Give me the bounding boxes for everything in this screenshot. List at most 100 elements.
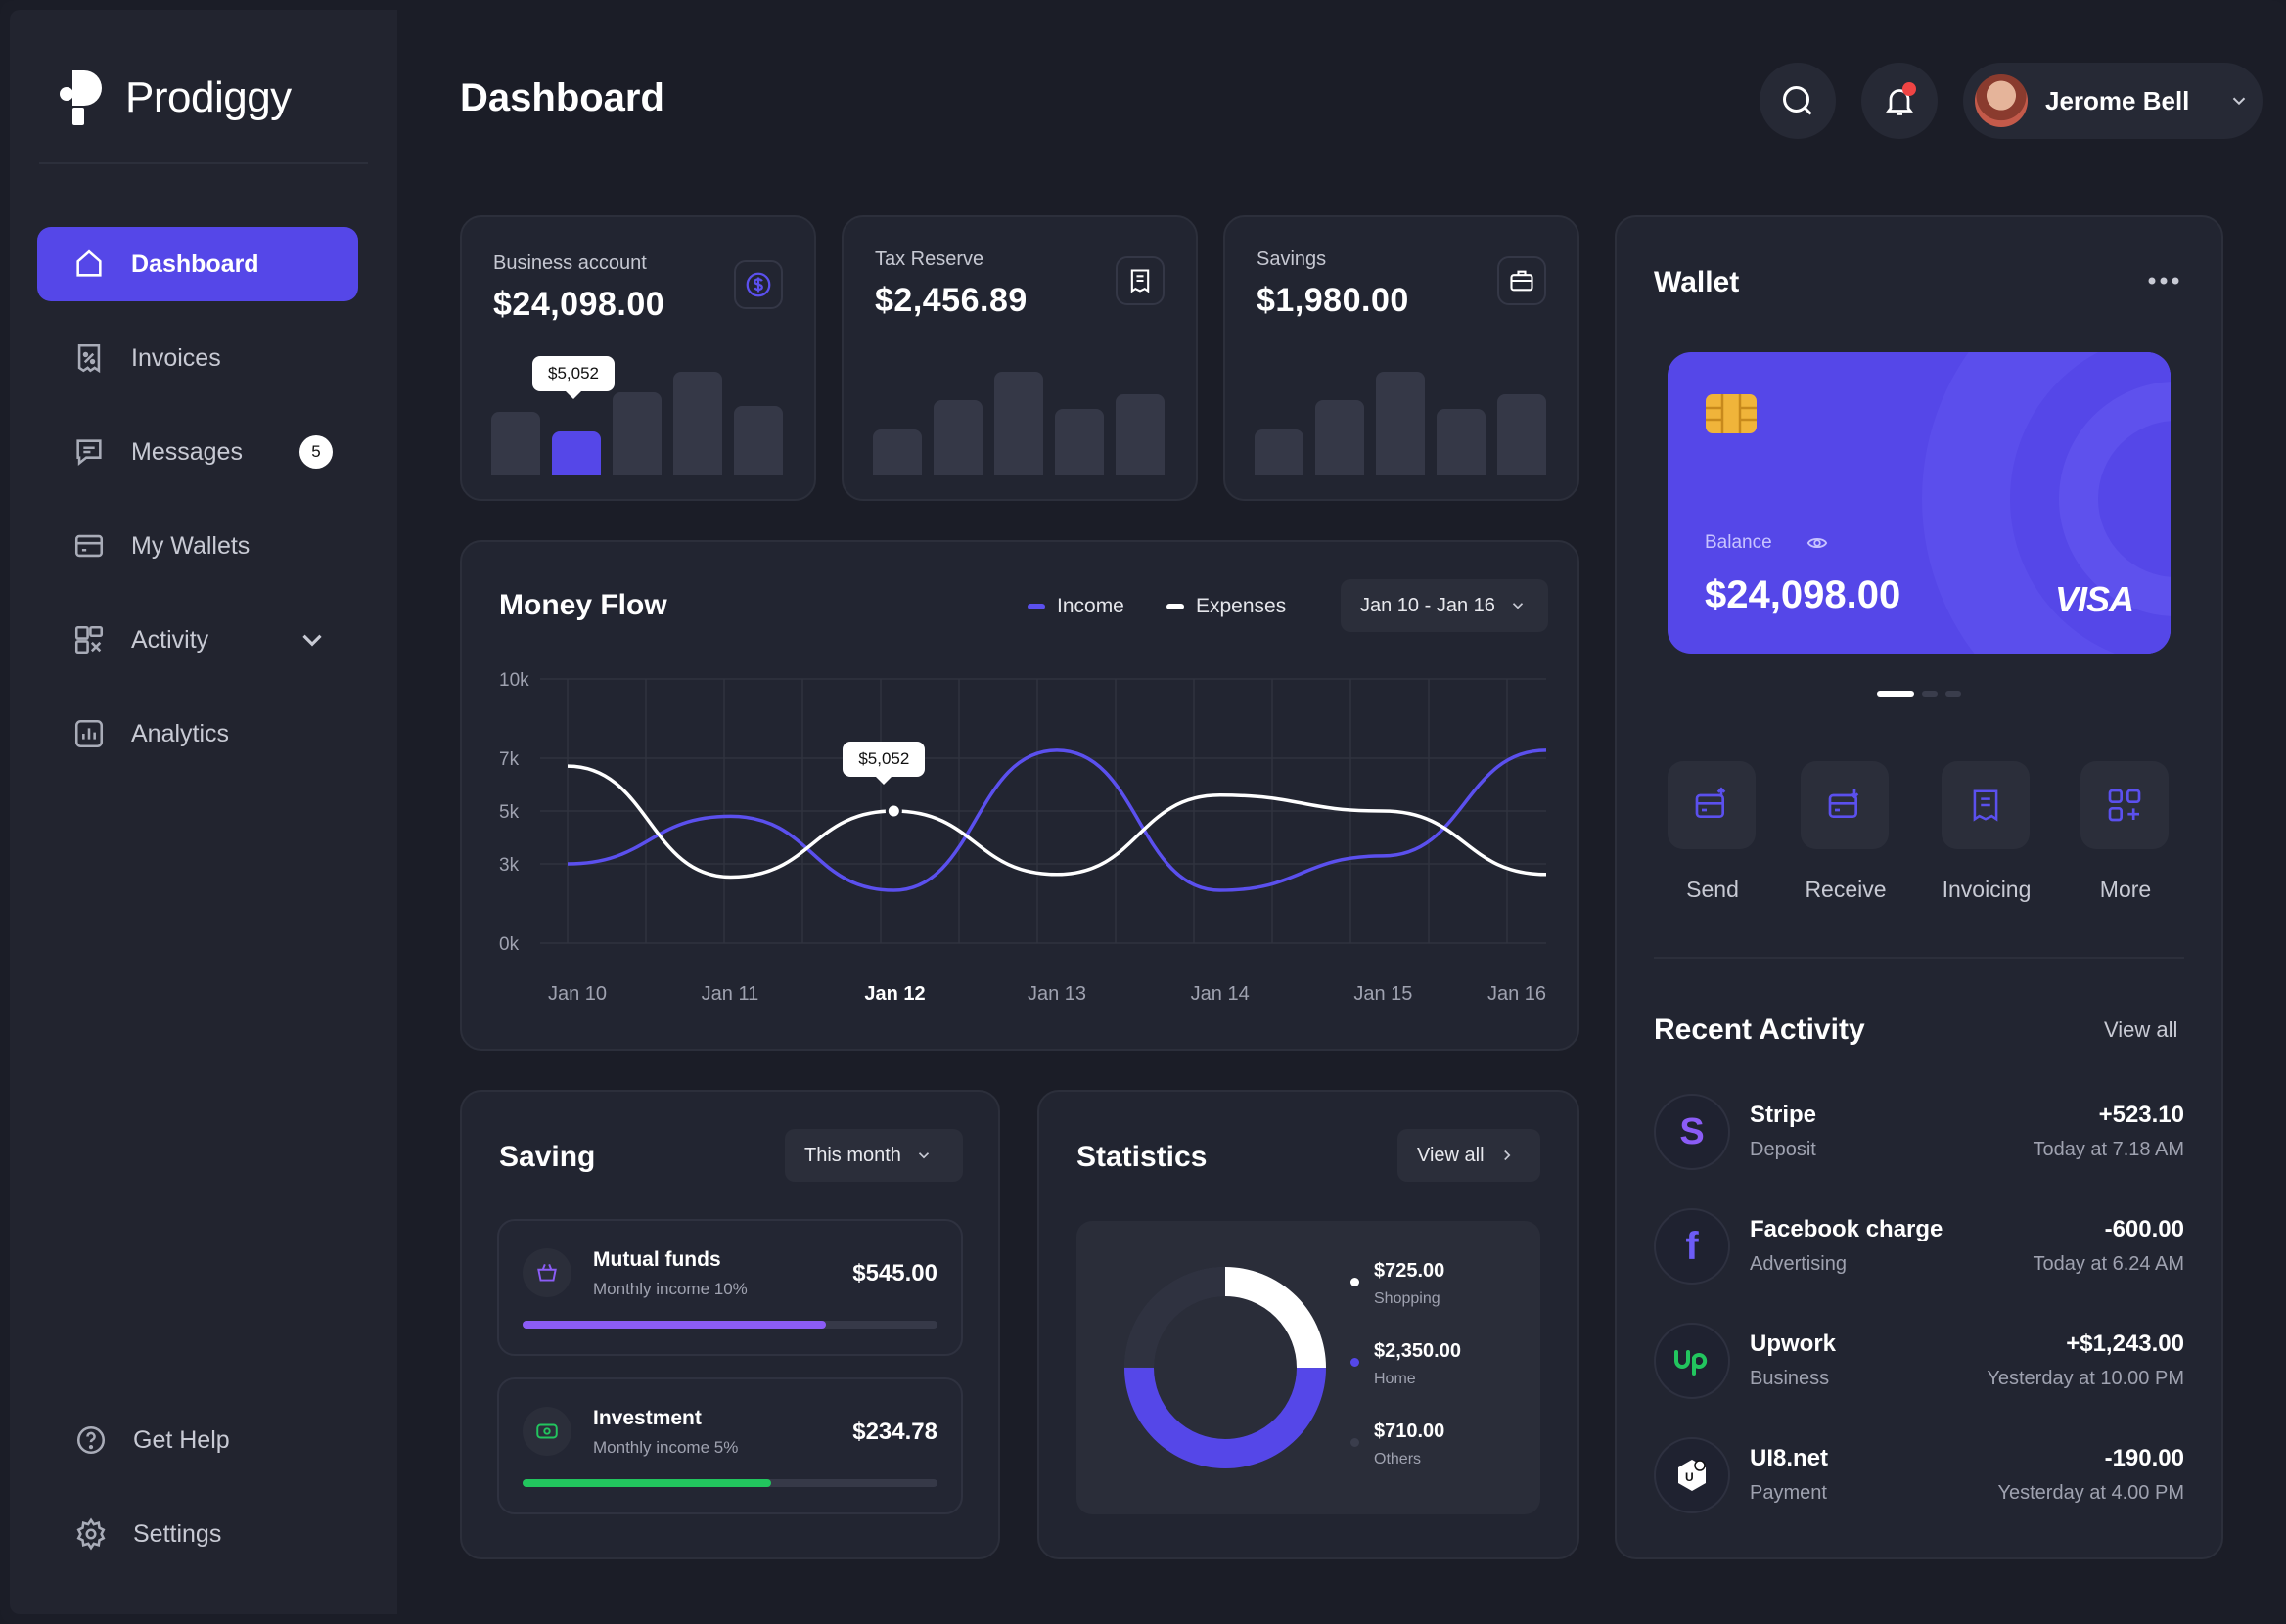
account-bar — [734, 406, 783, 475]
x-tick-label: Jan 15 — [1353, 983, 1412, 1005]
more-action[interactable] — [2080, 761, 2171, 849]
search-button[interactable] — [1760, 63, 1836, 139]
saving-sub: Monthly income 5% — [593, 1438, 739, 1457]
x-tick-label: Jan 11 — [702, 983, 759, 1005]
account-bar — [873, 429, 922, 475]
sidebar-item-my-wallets[interactable]: My Wallets — [37, 509, 358, 583]
action-label: Send — [1686, 877, 1739, 902]
home-icon — [76, 249, 102, 277]
period-dropdown[interactable]: This month — [785, 1129, 963, 1182]
activity-sub: Deposit — [1750, 1139, 1816, 1160]
statistics-view-all-button[interactable]: View all — [1397, 1129, 1540, 1182]
account-bar — [994, 372, 1043, 475]
pagination-dot[interactable] — [1922, 691, 1938, 697]
stat-label: Shopping — [1374, 1290, 1440, 1307]
account-value: $2,456.89 — [875, 282, 1028, 319]
receive-action[interactable] — [1801, 761, 1891, 849]
upwork-icon — [1654, 1323, 1730, 1399]
activity-row-stripe[interactable]: S Stripe Deposit +523.10 Today at 7.18 A… — [1654, 1094, 2184, 1172]
more-options-icon[interactable] — [2147, 276, 2180, 286]
eye-icon[interactable] — [1805, 532, 1830, 554]
chart-tooltip: $5,052 — [843, 742, 926, 785]
saving-item-investment[interactable]: Investment Monthly income 5% $234.78 — [497, 1377, 963, 1514]
credit-card[interactable]: Balance $24,098.00 VISA — [1668, 352, 2171, 654]
activity-name: UI8.net — [1750, 1445, 1829, 1471]
chevron-down-icon — [918, 1152, 930, 1159]
briefcase-icon — [1497, 256, 1546, 305]
send-action[interactable] — [1668, 761, 1758, 849]
tax-reserve-card[interactable]: Tax Reserve $2,456.89 — [842, 215, 1198, 501]
recent-view-all-link[interactable]: View all — [2104, 1017, 2178, 1042]
stat-value: $725.00 — [1374, 1260, 1445, 1282]
stat-label: Others — [1374, 1451, 1422, 1467]
activity-time: Yesterday at 10.00 PM — [1987, 1368, 2184, 1389]
chip-icon — [1706, 394, 1757, 433]
invoice-icon — [77, 343, 101, 374]
pagination-dot-active[interactable] — [1877, 691, 1914, 697]
saving-item-mutual-funds[interactable]: Mutual funds Monthly income 10% $545.00 — [497, 1219, 963, 1356]
highlight-point[interactable] — [885, 802, 902, 820]
card-pagination[interactable] — [1877, 691, 1961, 697]
saving-progress-track — [523, 1321, 937, 1329]
sidebar-item-activity[interactable]: Activity — [37, 603, 358, 677]
account-bar — [1497, 394, 1546, 475]
account-bar — [1315, 400, 1364, 475]
prodiggy-logo-icon — [60, 70, 102, 125]
sidebar-item-messages[interactable]: Messages 5 — [37, 415, 358, 489]
activity-amount: -190.00 — [2104, 1445, 2184, 1471]
sidebar-item-get-help[interactable]: Get Help — [37, 1403, 358, 1477]
stat-label: Home — [1374, 1371, 1416, 1387]
activity-sub: Advertising — [1750, 1253, 1847, 1275]
page-title: Dashboard — [460, 76, 664, 119]
avatar — [1975, 74, 2028, 127]
saving-sub: Monthly income 10% — [593, 1280, 748, 1298]
account-bar — [934, 400, 983, 475]
activity-row-ui8[interactable]: U UI8.net Payment -190.00 Yesterday at 4… — [1654, 1437, 2184, 1515]
saving-name: Mutual funds — [593, 1248, 721, 1271]
grid-plus-icon — [2080, 761, 2169, 849]
donut-slice-others[interactable] — [1124, 1267, 1326, 1468]
stripe-icon: S — [1654, 1094, 1730, 1170]
x-tick-label: Jan 12 — [864, 983, 925, 1005]
sidebar-item-invoices[interactable]: Invoices — [37, 321, 358, 395]
pagination-dot[interactable] — [1945, 691, 1961, 697]
stat-item-home: $2,350.00 Home — [1350, 1340, 1461, 1388]
series-line-income — [567, 748, 1547, 892]
sidebar-item-label: Get Help — [133, 1425, 230, 1454]
sidebar-item-label: Dashboard — [131, 249, 259, 278]
business-account-card[interactable]: Business account $24,098.00 $5,052 — [460, 215, 816, 501]
user-menu[interactable]: Jerome Bell — [1963, 63, 2263, 139]
notifications-button[interactable] — [1861, 63, 1938, 139]
y-tick-label: 5k — [499, 802, 520, 823]
activity-name: Facebook charge — [1750, 1216, 1943, 1242]
money-flow-chart: 10k 7k 5k 3k 0k Jan 10 Jan 11 Jan 12 Jan 13 Jan 1… — [499, 670, 1547, 1005]
sidebar-item-label: My Wallets — [131, 531, 251, 560]
bar-tooltip: $5,052 — [532, 356, 615, 399]
activity-row-upwork[interactable]: Upwork Business +$1,243.00 Yesterday at … — [1654, 1323, 2184, 1401]
x-tick-label: Jan 10 — [548, 983, 607, 1005]
action-label: Invoicing — [1942, 877, 2032, 902]
date-range-dropdown[interactable]: Jan 10 - Jan 16 — [1341, 579, 1548, 632]
stat-dot — [1350, 1438, 1359, 1447]
sidebar-divider — [39, 162, 368, 164]
invoicing-action[interactable] — [1942, 761, 2032, 849]
y-tick-label: 10k — [499, 670, 529, 691]
sidebar-item-settings[interactable]: Settings — [37, 1497, 358, 1571]
activity-row-facebook[interactable]: f Facebook charge Advertising -600.00 To… — [1654, 1208, 2184, 1286]
activity-sub: Business — [1750, 1368, 1830, 1389]
savings-card[interactable]: Savings $1,980.00 — [1223, 215, 1579, 501]
activity-time: Today at 6.24 AM — [2033, 1253, 2184, 1275]
activity-name: Stripe — [1750, 1102, 1817, 1128]
sidebar-item-dashboard[interactable]: Dashboard — [37, 227, 358, 301]
account-label: Savings — [1257, 248, 1327, 270]
date-range-label: Jan 10 - Jan 16 — [1360, 594, 1495, 616]
sidebar-item-analytics[interactable]: Analytics — [37, 697, 358, 771]
wallet-divider — [1654, 957, 2184, 959]
sidebar-item-label: Messages — [131, 437, 243, 466]
activity-amount: +523.10 — [2098, 1102, 2184, 1128]
donut-slice-home[interactable] — [1124, 1267, 1326, 1468]
messages-count-badge: 5 — [299, 435, 333, 469]
chevron-down-icon — [2233, 97, 2246, 106]
legend-label: Expenses — [1196, 595, 1287, 617]
logo[interactable]: Prodiggy — [59, 68, 292, 127]
